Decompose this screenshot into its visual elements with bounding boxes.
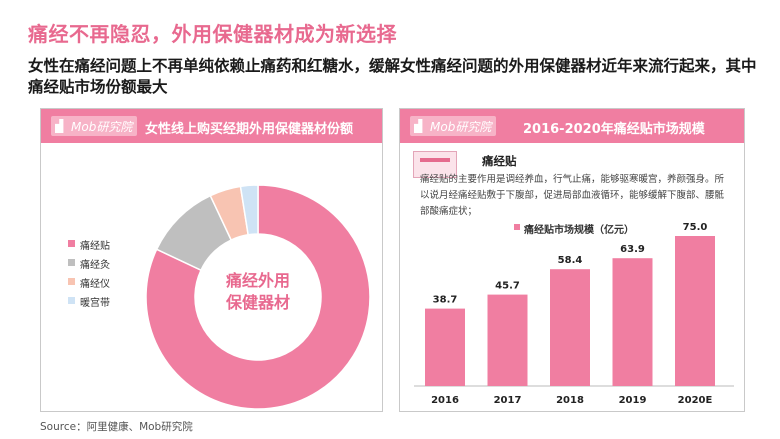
legend-item: 痛经仪 <box>68 275 110 294</box>
product-name: 痛经贴 <box>482 154 517 168</box>
mob-logo-text: Mob研究院 <box>71 120 133 134</box>
x-tick-label: 2018 <box>556 395 584 406</box>
source-note: Source：阿里健康、Mob研究院 <box>40 421 193 433</box>
legend-label: 暖宫带 <box>80 298 110 309</box>
legend-label: 痛经仪 <box>80 279 110 290</box>
legend-swatch <box>68 240 75 247</box>
bar-value-label: 38.7 <box>433 295 458 306</box>
bar-2017 <box>487 294 528 386</box>
bar-legend: 痛经贴市场规模（亿元） <box>514 221 634 236</box>
donut-center-label-line2: 保健器材 <box>225 293 290 312</box>
mob-logo-icon <box>414 119 423 133</box>
x-tick-label: 2017 <box>494 395 522 406</box>
product-image <box>413 151 457 178</box>
market-size-header: Mob研究院 2016-2020年痛经贴市场规模 <box>400 109 744 143</box>
bar-value-label: 58.4 <box>558 255 583 266</box>
legend-label: 痛经灸 <box>80 260 110 271</box>
page-title: 痛经不再隐忍，外用保健器材成为新选择 <box>28 22 397 46</box>
mob-logo-text: Mob研究院 <box>430 120 492 134</box>
bar-legend-swatch <box>514 224 520 230</box>
donut-slice-4 <box>239 184 259 236</box>
legend-label: 痛经贴 <box>80 241 110 252</box>
share-chart-title: 女性线上购买经期外用保健器材份额 <box>145 122 354 137</box>
bar-2018 <box>550 269 590 386</box>
x-tick-label: 2019 <box>619 395 647 406</box>
legend-swatch <box>68 297 75 304</box>
mob-logo: Mob研究院 <box>410 116 496 136</box>
bar-2019 <box>612 258 653 386</box>
legend-item: 暖宫带 <box>68 294 110 313</box>
mob-logo: Mob研究院 <box>51 116 137 136</box>
bar-2020E <box>675 236 715 386</box>
page-subtitle: 女性在痛经问题上不再单纯依赖止痛药和红糖水，缓解女性痛经问题的外用保健器材近年来… <box>28 57 757 96</box>
bar-value-label: 45.7 <box>495 281 520 292</box>
mob-logo-icon <box>55 119 64 133</box>
bar-chart: 38.7 2016 45.7 2017 58.4 2018 63.9 2019 75.0 2020… <box>414 222 734 406</box>
bar-value-label: 75.0 <box>683 222 708 233</box>
product-description: 痛经贴的主要作用是调经养血，行气止痛，能够驱寒暖宫，养颜强身。所以说月经痛经贴敷… <box>420 174 725 217</box>
market-size-panel: Mob研究院 2016-2020年痛经贴市场规模 痛经贴 痛经贴的主要作用是调经… <box>399 108 745 412</box>
x-tick-label: 2020E <box>678 395 713 406</box>
legend-item: 痛经灸 <box>68 256 110 275</box>
bar-legend-label: 痛经贴市场规模（亿元） <box>524 225 634 236</box>
donut-legend: 痛经贴痛经灸痛经仪暖宫带 <box>68 237 110 313</box>
bar-value-label: 63.9 <box>620 244 645 255</box>
legend-item: 痛经贴 <box>68 237 110 256</box>
share-chart-panel: Mob研究院 女性线上购买经期外用保健器材份额 痛经外用 保健器材 痛经贴痛经灸… <box>40 108 383 412</box>
share-chart-header: Mob研究院 女性线上购买经期外用保健器材份额 <box>41 109 382 143</box>
x-tick-label: 2016 <box>431 395 459 406</box>
donut-chart: 痛经外用 保健器材 <box>145 184 371 410</box>
market-size-title: 2016-2020年痛经贴市场规模 <box>523 122 705 137</box>
donut-center-label-line1: 痛经外用 <box>225 271 290 290</box>
donut-slice-1 <box>145 184 371 410</box>
legend-swatch <box>68 278 75 285</box>
bar-2016 <box>425 308 465 386</box>
legend-swatch <box>68 259 75 266</box>
